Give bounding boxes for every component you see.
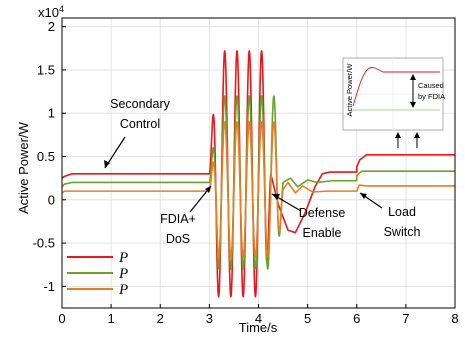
svg-text:Defense: Defense	[299, 206, 346, 220]
x-tick-label: 2	[157, 311, 164, 326]
y-axis-ticks: 2 1.5 1 0.5 0 -0.5 -1	[33, 19, 66, 294]
annotation-defense-enable: Defense Enable	[271, 193, 346, 240]
annotation-load-switch: Load Switch	[359, 192, 421, 239]
y-axis-multiplier: x104	[38, 4, 64, 20]
x-axis-label: Time/s	[239, 320, 278, 335]
inset-caption-2: by FDIA	[418, 92, 445, 101]
x-tick-label: 8	[451, 311, 458, 326]
svg-text:Active Power/W: Active Power/W	[345, 63, 354, 117]
svg-text:Secondary: Secondary	[110, 97, 171, 111]
legend-label-3: P	[118, 282, 128, 298]
y-tick-label: 0.5	[37, 149, 55, 164]
series-lines	[61, 50, 455, 298]
inset-plot: Active Power/W Caused by FDIA	[342, 57, 445, 148]
svg-text:Control: Control	[120, 117, 160, 131]
svg-text:FDIA+: FDIA+	[160, 212, 196, 226]
y-tick-label: -1	[43, 279, 55, 294]
svg-text:DoS: DoS	[166, 232, 190, 246]
svg-text:Load: Load	[388, 205, 416, 219]
inset-curve	[352, 67, 440, 107]
y-axis-label: Active Power/W	[16, 121, 31, 213]
x-tick-label: 4	[255, 311, 262, 326]
legend-label-1: P	[118, 250, 128, 266]
x-tick-label: 5	[304, 311, 311, 326]
x-tick-label: 0	[58, 311, 65, 326]
x-tick-label: 6	[353, 311, 360, 326]
annotation-secondary-control: Secondary Control	[104, 97, 171, 169]
y-tick-label: 1	[48, 106, 55, 121]
legend: PPP	[67, 250, 128, 298]
y-tick-label: 0	[48, 192, 55, 207]
svg-text:Switch: Switch	[384, 225, 421, 239]
annotation-fdia-dos: FDIA+ DoS	[160, 185, 212, 246]
series-line-3	[61, 121, 455, 258]
x-tick-label: 3	[206, 311, 213, 326]
svg-text:Enable: Enable	[303, 226, 342, 240]
y-tick-label: -0.5	[33, 236, 55, 251]
y-tick-label: 2	[48, 19, 55, 34]
legend-label-2: P	[118, 266, 128, 282]
x-tick-label: 7	[402, 311, 409, 326]
y-tick-label: 1.5	[37, 62, 55, 77]
inset-caption-1: Caused	[418, 81, 444, 90]
x-tick-label: 1	[108, 311, 115, 326]
x-axis-ticks: 0 1 2 3 4 5 6 7 8	[58, 304, 459, 326]
